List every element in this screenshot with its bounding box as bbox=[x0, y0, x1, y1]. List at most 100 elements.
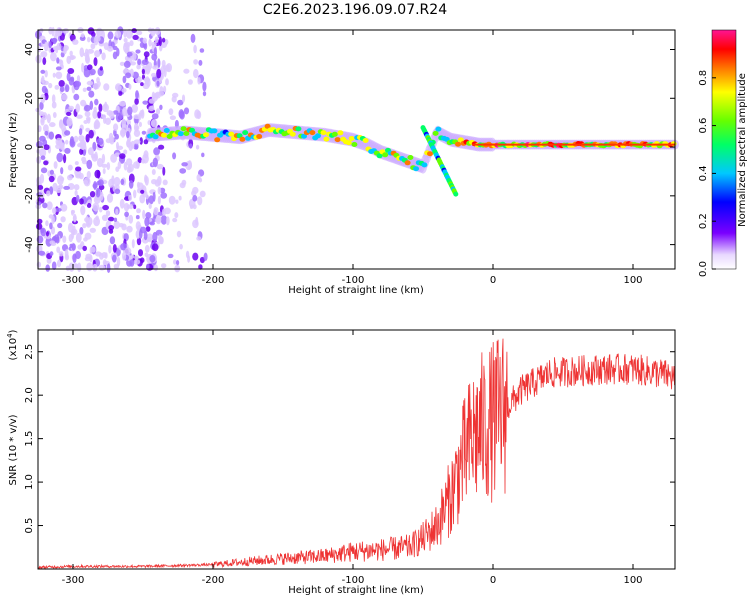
noise-blob bbox=[134, 142, 139, 150]
noise-blob bbox=[55, 71, 63, 80]
noise-blob bbox=[137, 58, 142, 66]
noise-blob bbox=[135, 90, 139, 100]
noise-blob bbox=[193, 44, 197, 54]
noise-blob bbox=[94, 35, 101, 42]
noise-blob bbox=[89, 227, 97, 233]
noise-blob bbox=[134, 255, 139, 260]
noise-blob bbox=[60, 167, 64, 175]
noise-blob bbox=[97, 111, 102, 119]
noise-blob bbox=[49, 240, 56, 245]
noise-blob bbox=[183, 68, 190, 74]
spectrogram-frame bbox=[37, 29, 676, 270]
noise-blob bbox=[91, 153, 99, 162]
signal-point bbox=[323, 136, 330, 142]
noise-blob bbox=[87, 147, 94, 156]
noise-blob bbox=[195, 216, 199, 226]
noise-blob bbox=[43, 124, 49, 133]
noise-blob bbox=[143, 230, 148, 241]
noise-blob bbox=[76, 75, 81, 83]
noise-blob bbox=[149, 255, 156, 263]
noise-blob bbox=[192, 204, 197, 210]
colorbar-label: Normalized spectral amplitude bbox=[737, 73, 748, 227]
noise-blob bbox=[76, 114, 83, 119]
noise-blob bbox=[63, 45, 67, 55]
noise-blob bbox=[108, 225, 115, 231]
noise-blob bbox=[49, 251, 54, 256]
noise-blob bbox=[84, 111, 91, 117]
noise-blob bbox=[78, 128, 83, 136]
noise-blob bbox=[142, 100, 149, 105]
noise-blob bbox=[106, 45, 114, 52]
noise-blob bbox=[159, 104, 163, 111]
noise-blob bbox=[154, 27, 161, 36]
noise-blob bbox=[194, 109, 201, 119]
colorbar: 0.0 0.2 0.4 0.6 0.8 Normalized spectral ampl… bbox=[698, 29, 748, 277]
noise-blob bbox=[78, 135, 85, 142]
noise-blob bbox=[124, 211, 129, 218]
noise-blob bbox=[63, 153, 67, 164]
noise-blob bbox=[136, 237, 142, 246]
noise-blob bbox=[48, 41, 52, 49]
noise-blob bbox=[123, 60, 131, 68]
noise-blob bbox=[126, 165, 132, 174]
noise-blob bbox=[114, 30, 122, 38]
y-tick-label: 0.5 bbox=[24, 518, 35, 534]
noise-blob bbox=[58, 80, 65, 87]
noise-blob bbox=[167, 253, 174, 259]
noise-blob bbox=[152, 231, 158, 242]
noise-blob bbox=[151, 113, 159, 120]
noise-blob bbox=[152, 191, 156, 202]
noise-blob bbox=[62, 28, 69, 34]
noise-blob bbox=[36, 156, 42, 164]
noise-blob bbox=[80, 144, 86, 150]
noise-blob bbox=[192, 186, 199, 194]
signal-point bbox=[351, 142, 358, 147]
noise-blob bbox=[49, 122, 56, 128]
y-tick-label: -40 bbox=[24, 236, 35, 252]
noise-blob bbox=[101, 214, 109, 221]
noise-blob bbox=[74, 190, 78, 196]
signal-point bbox=[264, 123, 271, 129]
noise-blob bbox=[40, 228, 45, 234]
noise-blob bbox=[59, 86, 65, 93]
signal-point bbox=[301, 133, 307, 139]
noise-blob bbox=[158, 236, 164, 245]
noise-blob bbox=[86, 80, 94, 86]
noise-blob bbox=[108, 244, 112, 254]
signal-point bbox=[189, 127, 195, 133]
noise-blob bbox=[46, 190, 51, 197]
noise-blob bbox=[141, 59, 149, 66]
noise-blob bbox=[62, 235, 67, 243]
noise-blob bbox=[56, 152, 64, 163]
noise-blob bbox=[135, 221, 141, 231]
noise-blob bbox=[67, 174, 73, 181]
signal-point bbox=[161, 132, 167, 138]
noise-blob bbox=[87, 64, 93, 71]
noise-blob bbox=[107, 31, 114, 40]
noise-blob bbox=[163, 207, 171, 215]
noise-blob bbox=[138, 249, 143, 257]
noise-blob bbox=[39, 101, 44, 111]
noise-blob bbox=[102, 204, 109, 211]
noise-blob bbox=[35, 54, 42, 64]
x-tick-label: -100 bbox=[342, 575, 365, 586]
noise-blob bbox=[60, 203, 68, 212]
noise-blob bbox=[83, 177, 91, 187]
noise-blob bbox=[119, 153, 126, 160]
noise-blob bbox=[144, 174, 148, 183]
x-tick-label: -200 bbox=[202, 275, 225, 286]
noise-blob bbox=[199, 48, 205, 53]
noise-blob bbox=[117, 161, 122, 170]
noise-blob bbox=[101, 52, 106, 61]
noise-blob bbox=[72, 39, 79, 45]
noise-blob bbox=[52, 112, 57, 118]
snr-x-label: Height of straight line (km) bbox=[288, 585, 424, 596]
noise-blob bbox=[129, 40, 134, 47]
noise-blob bbox=[187, 79, 193, 85]
noise-blob bbox=[202, 91, 207, 97]
noise-blob bbox=[36, 261, 42, 268]
colorbar-tick-label: 0.0 bbox=[698, 261, 709, 277]
noise-blob bbox=[197, 196, 203, 206]
noise-blob bbox=[54, 234, 60, 243]
x-tick-label: 0 bbox=[490, 275, 496, 286]
